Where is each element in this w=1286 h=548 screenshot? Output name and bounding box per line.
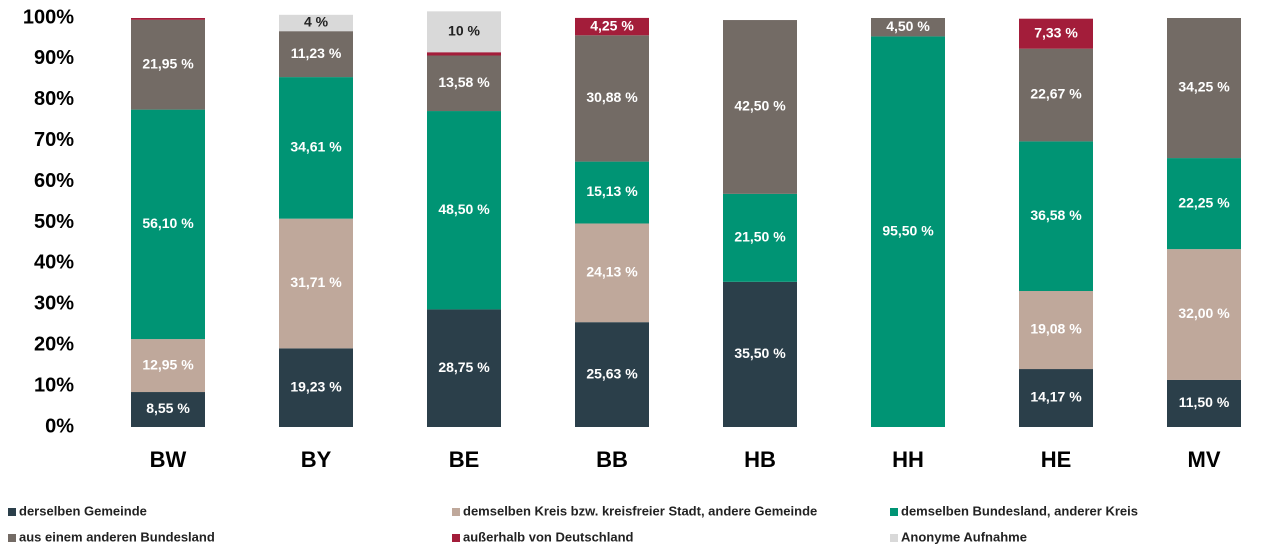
legend-label: derselben Gemeinde <box>19 503 147 518</box>
value-label: 34,61 % <box>290 139 342 155</box>
value-label: 8,55 % <box>146 400 190 416</box>
bar-segment <box>131 392 205 427</box>
legend-label: Anonyme Aufnahme <box>901 529 1027 544</box>
value-label: 4,50 % <box>886 18 930 34</box>
value-label: 31,71 % <box>290 274 342 290</box>
y-tick-label: 30% <box>34 293 74 315</box>
bar-segment <box>131 19 205 110</box>
value-label: 22,25 % <box>1178 194 1230 210</box>
x-tick-label: MV <box>1188 447 1221 472</box>
value-label: 19,23 % <box>290 378 342 394</box>
x-tick-label: HH <box>892 447 924 472</box>
bar-segment <box>723 281 797 427</box>
legend-label: demselben Bundesland, anderer Kreis <box>901 503 1138 518</box>
y-tick-label: 100% <box>23 6 74 28</box>
bar-segment <box>279 14 353 32</box>
y-tick-label: 70% <box>34 129 74 151</box>
x-tick-label: HE <box>1041 447 1072 472</box>
value-label: 30,88 % <box>586 89 638 105</box>
value-label: 22,67 % <box>1030 86 1082 102</box>
legend-swatch <box>452 508 460 516</box>
bar-segment <box>1019 18 1093 49</box>
value-label: 21,50 % <box>734 229 786 245</box>
bar-segment <box>1167 18 1241 159</box>
value-label: 42,50 % <box>734 98 786 114</box>
value-label: 11,23 % <box>291 45 342 61</box>
bar-segment <box>131 18 205 20</box>
bar-segment <box>1167 158 1241 250</box>
bar-segment <box>871 18 945 37</box>
bar-segment <box>1167 379 1241 427</box>
y-tick-label: 50% <box>34 211 74 233</box>
bar-segment <box>427 111 501 310</box>
bar-segment <box>575 17 649 36</box>
value-label: 7,33 % <box>1034 24 1078 40</box>
legend-label: demselben Kreis bzw. kreisfreier Stadt, … <box>463 503 817 518</box>
bar-segment <box>1167 249 1241 380</box>
bar-segment <box>575 223 649 323</box>
bar-segment <box>723 20 797 194</box>
value-label: 25,63 % <box>586 365 638 381</box>
y-tick-label: 90% <box>34 47 74 69</box>
bar-segment <box>427 309 501 427</box>
value-label: 32,00 % <box>1178 305 1230 321</box>
value-label: 95,50 % <box>882 222 934 238</box>
value-label: 19,08 % <box>1030 321 1082 337</box>
value-label: 36,58 % <box>1030 207 1082 223</box>
value-label: 28,75 % <box>438 359 490 375</box>
value-label: 13,58 % <box>438 74 490 90</box>
bar-segment <box>131 109 205 340</box>
value-label: 4,25 % <box>590 17 634 33</box>
bar-segment <box>1019 369 1093 427</box>
bar-segment <box>279 31 353 78</box>
bar-segment <box>279 218 353 349</box>
x-tick-label: BE <box>449 447 480 472</box>
value-label: 35,50 % <box>734 345 786 361</box>
bar-segment <box>427 52 501 56</box>
x-tick-label: BW <box>150 447 187 472</box>
value-label: 34,25 % <box>1178 79 1230 95</box>
bar-segment <box>723 193 797 282</box>
bar-segment <box>279 77 353 219</box>
value-label: 12,95 % <box>142 356 194 372</box>
y-tick-label: 10% <box>34 374 74 396</box>
bar-segment <box>427 11 501 53</box>
legend-swatch <box>890 534 898 542</box>
bar-segment <box>575 161 649 224</box>
value-label: 24,13 % <box>586 264 638 280</box>
legend-swatch <box>452 534 460 542</box>
y-tick-label: 80% <box>34 88 74 110</box>
x-tick-label: HB <box>744 447 776 472</box>
y-tick-label: 0% <box>45 415 74 437</box>
legend-label: aus einem anderen Bundesland <box>19 529 215 544</box>
bar-segment <box>1019 291 1093 370</box>
value-label: 21,95 % <box>142 55 194 71</box>
y-tick-label: 40% <box>34 252 74 274</box>
value-label: 10 % <box>448 22 480 38</box>
x-tick-label: BB <box>596 447 628 472</box>
bar-segment <box>575 322 649 427</box>
value-label: 48,50 % <box>438 201 490 217</box>
legend-swatch <box>8 534 16 542</box>
legend-swatch <box>8 508 16 516</box>
bar-segment <box>1019 141 1093 292</box>
value-label: 14,17 % <box>1030 389 1082 405</box>
value-label: 11,50 % <box>1179 394 1230 410</box>
legend-swatch <box>890 508 898 516</box>
x-tick-label: BY <box>301 447 332 472</box>
bar-segment <box>575 35 649 162</box>
y-tick-label: 20% <box>34 333 74 355</box>
bar-segment <box>427 55 501 112</box>
bar-segment <box>131 339 205 393</box>
bar-segment <box>1019 48 1093 142</box>
value-label: 15,13 % <box>586 183 638 199</box>
value-label: 56,10 % <box>142 215 194 231</box>
bar-segment <box>871 36 945 427</box>
value-label: 4 % <box>304 14 329 30</box>
legend-label: außerhalb von Deutschland <box>463 529 634 544</box>
y-tick-label: 60% <box>34 170 74 192</box>
bar-segment <box>279 348 353 427</box>
